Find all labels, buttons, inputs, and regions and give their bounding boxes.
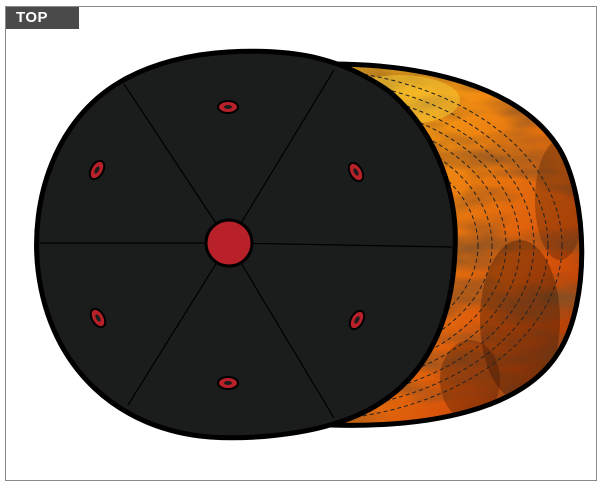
visor-stitching [330,68,563,422]
crown [34,48,458,441]
seam-4 [228,242,453,248]
seam-6 [228,242,335,419]
view-label: TOP [6,7,79,29]
seam-1 [123,83,230,244]
eyelets [88,100,366,390]
seam-5 [127,242,230,406]
top-button [204,218,254,268]
seam-2 [228,69,335,244]
eyelet-holes [94,105,360,385]
crown-seams [40,69,453,419]
